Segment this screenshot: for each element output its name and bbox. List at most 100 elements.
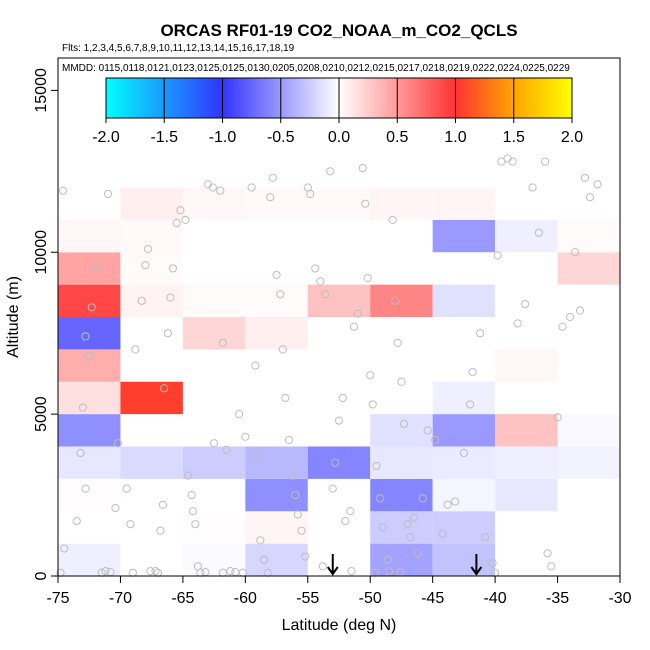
- heatmap-cell: [245, 543, 308, 576]
- y-tick-label: 0: [33, 571, 50, 580]
- sample-point: [438, 529, 447, 539]
- sample-point: [553, 413, 562, 422]
- sample-point: [58, 186, 68, 195]
- x-tick-label: -60: [234, 590, 257, 607]
- heatmap-cell: [495, 349, 558, 382]
- heatmap-cell: [432, 511, 496, 544]
- heatmap-cell: [370, 284, 433, 317]
- heatmap-cell: [495, 478, 558, 512]
- sample-point: [383, 555, 392, 564]
- sample-point: [272, 270, 281, 280]
- sample-point: [137, 296, 146, 305]
- colorbar-tick-label: 0.0: [328, 129, 350, 146]
- sample-point: [376, 494, 385, 503]
- sample-point: [316, 277, 325, 286]
- sample-point: [291, 490, 300, 500]
- heatmap-cell: [245, 187, 308, 220]
- sample-point: [141, 261, 150, 270]
- sample-point: [413, 549, 422, 558]
- x-axis-label: Latitude (deg N): [282, 617, 397, 634]
- heatmap-cell: [432, 187, 496, 220]
- sample-point: [128, 568, 138, 577]
- sample-point: [418, 494, 427, 503]
- sample-point: [72, 516, 81, 526]
- sample-point: [346, 507, 355, 516]
- sample-point: [393, 338, 402, 347]
- y-tick-label: 5000: [33, 396, 50, 432]
- sample-point: [288, 471, 297, 480]
- sample-point: [513, 319, 522, 328]
- x-tick-label: -45: [421, 590, 444, 607]
- sample-point: [508, 157, 517, 166]
- heatmap-cell: [120, 446, 183, 479]
- sample-point: [126, 520, 135, 529]
- y-axis-label: Altitude (m): [5, 276, 22, 358]
- y-tick-label: 10000: [33, 230, 50, 275]
- sample-point: [384, 567, 394, 576]
- sample-point: [391, 296, 400, 305]
- sample-point: [146, 567, 155, 576]
- sample-point: [122, 484, 131, 493]
- heatmap-cell: [58, 381, 121, 415]
- plot-frame: [57, 57, 621, 577]
- sample-point: [361, 199, 370, 208]
- sample-point: [331, 458, 340, 467]
- heatmap-cell: [495, 446, 558, 479]
- sample-point: [172, 219, 181, 228]
- sample-point: [468, 367, 477, 377]
- sample-point: [234, 410, 244, 419]
- sample-point: [543, 549, 552, 558]
- sample-point: [540, 157, 550, 166]
- sample-point: [366, 371, 375, 380]
- sample-point: [91, 264, 100, 273]
- heatmap-cell: [557, 252, 620, 285]
- heatmap-cell: [307, 187, 371, 220]
- heatmap-cell: [370, 446, 433, 479]
- heatmap-cell: [557, 219, 620, 253]
- chart-title: ORCAS RF01-19 CO2_NOAA_m_CO2_QCLS: [160, 21, 517, 40]
- heatmap-cell: [432, 219, 496, 253]
- sample-point: [297, 526, 306, 535]
- sample-point: [306, 189, 315, 199]
- heatmap-cell: [557, 446, 620, 479]
- heatmap-cell: [58, 219, 121, 253]
- heatmap-cell: [58, 349, 121, 382]
- sample-point: [409, 513, 419, 522]
- heatmap-cell: [432, 414, 496, 447]
- x-tick-label: -50: [359, 590, 382, 607]
- sample-point: [406, 533, 415, 542]
- colorbar-tick-label: -1.0: [209, 129, 237, 146]
- sample-point: [547, 562, 556, 571]
- sample-point: [103, 189, 113, 199]
- flights-text: Flts: 1,2,3,4,5,6,7,8,9,10,11,12,13,14,1…: [62, 43, 295, 54]
- heatmap-cell: [432, 543, 496, 576]
- x-tick-label: -55: [296, 590, 319, 607]
- x-tick-label: -75: [46, 590, 69, 607]
- heatmap-cell: [495, 219, 558, 253]
- sample-point: [183, 471, 192, 480]
- sample-point: [208, 183, 217, 192]
- sample-point: [187, 490, 196, 500]
- heatmap-cell: [182, 187, 246, 220]
- sample-point: [459, 448, 468, 458]
- sample-point: [266, 193, 275, 202]
- sample-point: [397, 377, 406, 386]
- sample-point: [166, 293, 175, 302]
- heatmap-cell: [245, 414, 308, 447]
- sample-points: [56, 154, 602, 577]
- sample-point: [276, 290, 285, 299]
- sample-point: [363, 274, 372, 283]
- sample-point: [311, 264, 320, 273]
- sample-point: [101, 567, 110, 576]
- sample-point: [388, 215, 397, 224]
- sample-point: [399, 419, 409, 428]
- sample-point: [268, 173, 277, 182]
- sample-point: [580, 173, 590, 182]
- sample-point: [168, 264, 177, 273]
- heatmap-cell: [370, 543, 433, 576]
- sample-point: [368, 400, 377, 409]
- x-tick-label: -65: [171, 590, 194, 607]
- x-tick-label: -70: [109, 590, 132, 607]
- sample-point: [253, 452, 262, 461]
